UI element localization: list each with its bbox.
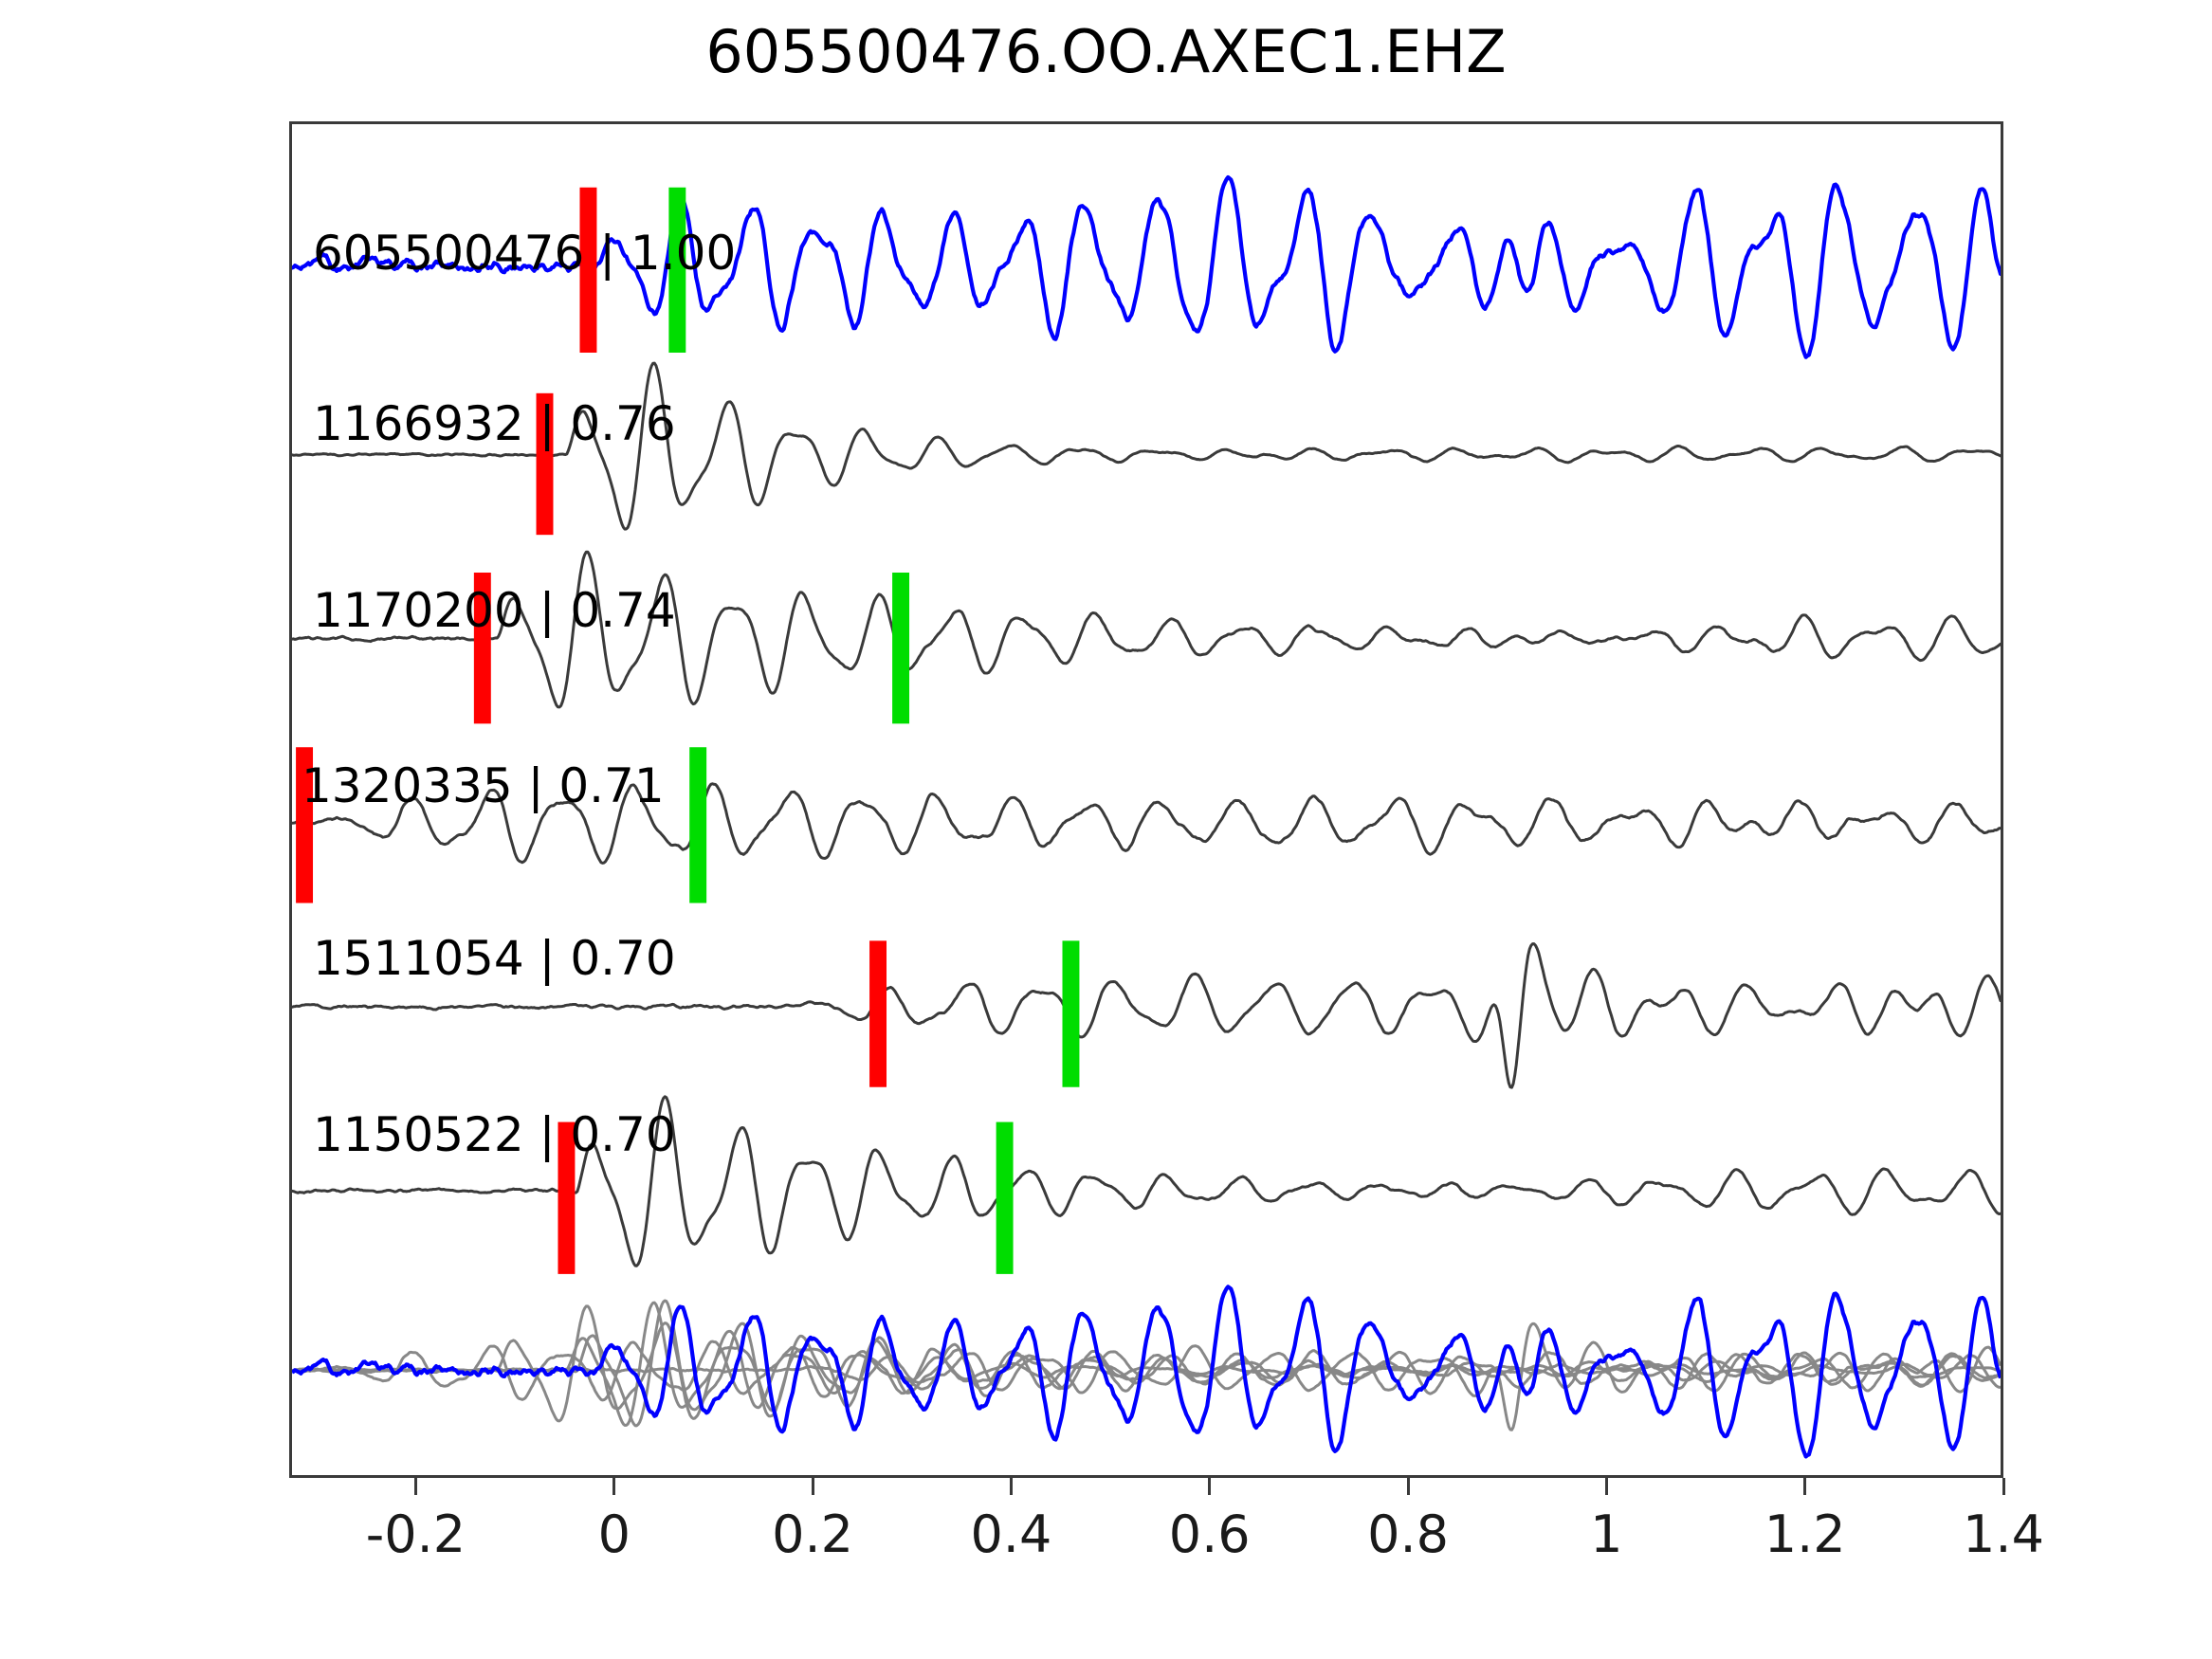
x-tick-label: 0.8 bbox=[1367, 1504, 1449, 1564]
trace-label-1166932: 1166932 | 0.76 bbox=[313, 396, 676, 451]
trace-1511054 bbox=[292, 942, 2001, 1089]
waveform-svg bbox=[292, 174, 2001, 1459]
trace-label-1511054: 1511054 | 0.70 bbox=[313, 931, 676, 986]
trace-label-605500476: 605500476 | 1.00 bbox=[313, 226, 737, 281]
x-tick-mark bbox=[811, 1478, 814, 1495]
x-tick-label: 1 bbox=[1590, 1504, 1623, 1564]
waveform-line bbox=[292, 174, 2001, 359]
pick-marker-p-1166932 bbox=[536, 392, 554, 536]
x-tick-label: -0.2 bbox=[365, 1504, 466, 1564]
x-tick-label: 0 bbox=[597, 1504, 631, 1564]
x-tick-label: 0.2 bbox=[772, 1504, 854, 1564]
x-tick-mark bbox=[1406, 1478, 1410, 1495]
waveform-line bbox=[292, 942, 2001, 1089]
x-tick-label: 0.6 bbox=[1168, 1504, 1251, 1564]
waveform-line bbox=[292, 550, 2001, 709]
trace-label-1150522: 1150522 | 0.70 bbox=[313, 1107, 676, 1162]
trace-1320335 bbox=[292, 782, 2001, 865]
trace-label-1170200: 1170200 | 0.74 bbox=[313, 583, 676, 638]
x-tick-mark bbox=[1604, 1478, 1608, 1495]
pick-marker-s-1320335 bbox=[689, 747, 707, 903]
stack-trace-1320335 bbox=[292, 1340, 2001, 1402]
pick-marker-p-605500476 bbox=[579, 187, 597, 353]
trace-1170200 bbox=[292, 550, 2001, 709]
trace-605500476 bbox=[292, 174, 2001, 359]
x-tick-mark bbox=[413, 1478, 417, 1495]
plot-axes bbox=[289, 121, 2003, 1478]
pick-marker-s-605500476 bbox=[668, 187, 686, 353]
x-tick-mark bbox=[2002, 1478, 2005, 1495]
trace-label-1320335: 1320335 | 0.71 bbox=[302, 758, 665, 813]
pick-marker-s-1170200 bbox=[892, 573, 910, 724]
trace-1166932 bbox=[292, 361, 2001, 531]
page-title: 605500476.OO.AXEC1.EHZ bbox=[705, 17, 1507, 86]
waveform-line bbox=[292, 782, 2001, 865]
pick-marker-s-1511054 bbox=[1062, 940, 1080, 1087]
waveform-line bbox=[292, 1095, 2001, 1267]
x-tick-mark bbox=[1208, 1478, 1212, 1495]
pick-marker-s-1150522 bbox=[996, 1121, 1014, 1274]
stack-trace-template bbox=[292, 1285, 2001, 1459]
x-tick-label: 1.4 bbox=[1963, 1504, 2044, 1564]
pick-marker-p-1150522 bbox=[558, 1121, 576, 1274]
pick-marker-p-1170200 bbox=[473, 573, 491, 724]
trace-1150522 bbox=[292, 1095, 2001, 1267]
x-tick-mark bbox=[612, 1478, 616, 1495]
waveform-line bbox=[292, 361, 2001, 531]
x-tick-mark bbox=[1009, 1478, 1013, 1495]
x-tick-mark bbox=[1803, 1478, 1807, 1495]
x-tick-label: 0.4 bbox=[970, 1504, 1052, 1564]
pick-marker-p-1511054 bbox=[869, 940, 887, 1087]
pick-marker-p-1320335 bbox=[296, 747, 314, 903]
stack-overlay-panel bbox=[292, 1285, 2001, 1459]
x-tick-label: 1.2 bbox=[1764, 1504, 1846, 1564]
